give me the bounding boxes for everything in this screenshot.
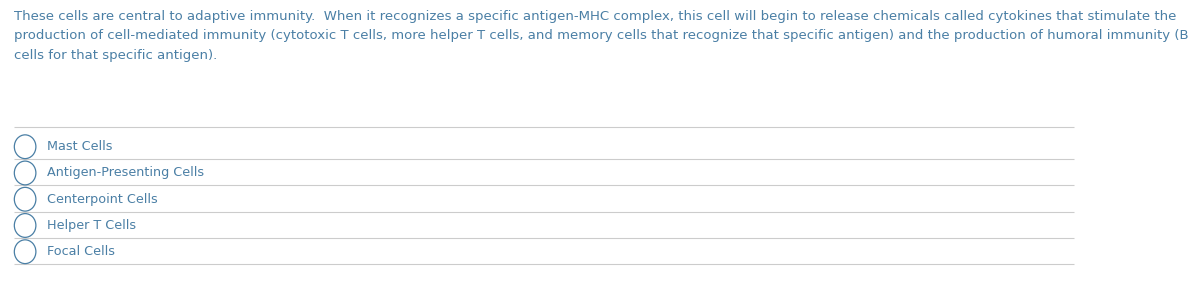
Text: These cells are central to adaptive immunity.  When it recognizes a specific ant: These cells are central to adaptive immu… (14, 10, 1189, 62)
Text: Focal Cells: Focal Cells (47, 245, 115, 258)
Text: Mast Cells: Mast Cells (47, 140, 112, 153)
Text: Helper T Cells: Helper T Cells (47, 219, 136, 232)
Text: Centerpoint Cells: Centerpoint Cells (47, 193, 157, 206)
Text: Antigen-Presenting Cells: Antigen-Presenting Cells (47, 166, 204, 180)
